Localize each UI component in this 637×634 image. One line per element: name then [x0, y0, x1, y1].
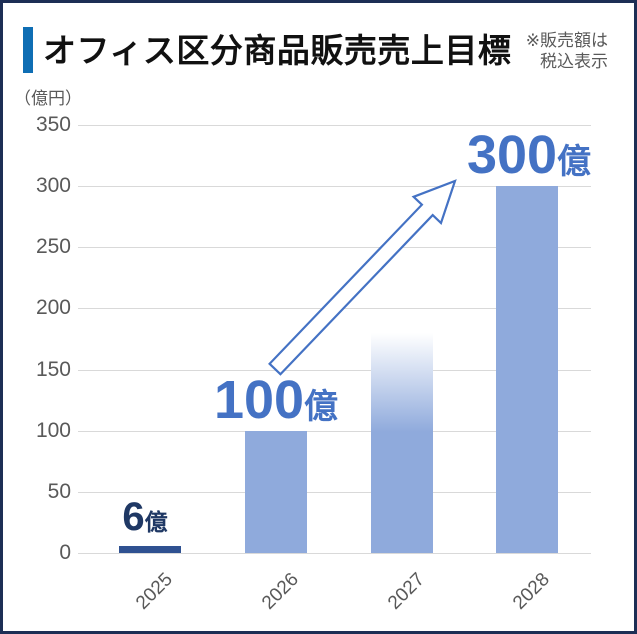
bar-value-unit: 億: [144, 508, 168, 535]
x-axis-label-2028: 2028: [509, 569, 554, 614]
y-tick-label: 0: [59, 541, 71, 564]
bar-2026: [245, 430, 307, 553]
gridline: [78, 430, 591, 432]
bar-value-number: 100: [213, 369, 305, 430]
y-tick-label: 200: [35, 296, 71, 320]
y-tick-label: 250: [35, 235, 71, 259]
bar-2028: [496, 186, 558, 553]
chart-title: オフィス区分商品販売売上目標: [43, 32, 512, 69]
x-axis-label-2026: 2026: [258, 569, 303, 614]
bar-value-label-2026: 100 億: [214, 373, 338, 427]
x-axis-label-2027: 2027: [384, 569, 429, 614]
gridline: [78, 553, 591, 554]
y-tick-label: 100: [35, 418, 71, 442]
y-tick-label: 150: [35, 357, 71, 381]
gridline: [78, 491, 591, 493]
tax-note: ※販売額は 税込表示: [526, 30, 608, 72]
bar-value-label-2028: 300 億: [467, 128, 591, 182]
tax-note-line1: ※販売額は: [525, 31, 608, 50]
y-tick-label: 350: [35, 113, 71, 136]
y-tick-label: 50: [47, 479, 71, 503]
bar-2027: [371, 332, 433, 553]
y-axis-unit-label: （億円）: [14, 89, 82, 108]
x-axis-label-2025: 2025: [132, 569, 177, 614]
title-accent-bar: [23, 27, 33, 73]
bar-2025: [119, 545, 181, 553]
bar-value-number: 300: [466, 125, 558, 186]
bar-chart: 0 50 100 150 200 250 300 350 6 億 100 億 300 億 2025 2026…: [3, 3, 634, 631]
tax-note-line2: 税込表示: [540, 52, 608, 71]
bar-value-number: 6: [122, 494, 145, 539]
y-tick-label: 300: [35, 174, 71, 198]
bar-value-unit: 億: [557, 143, 592, 182]
gridline: [78, 125, 591, 126]
bar-value-unit: 億: [304, 387, 339, 426]
